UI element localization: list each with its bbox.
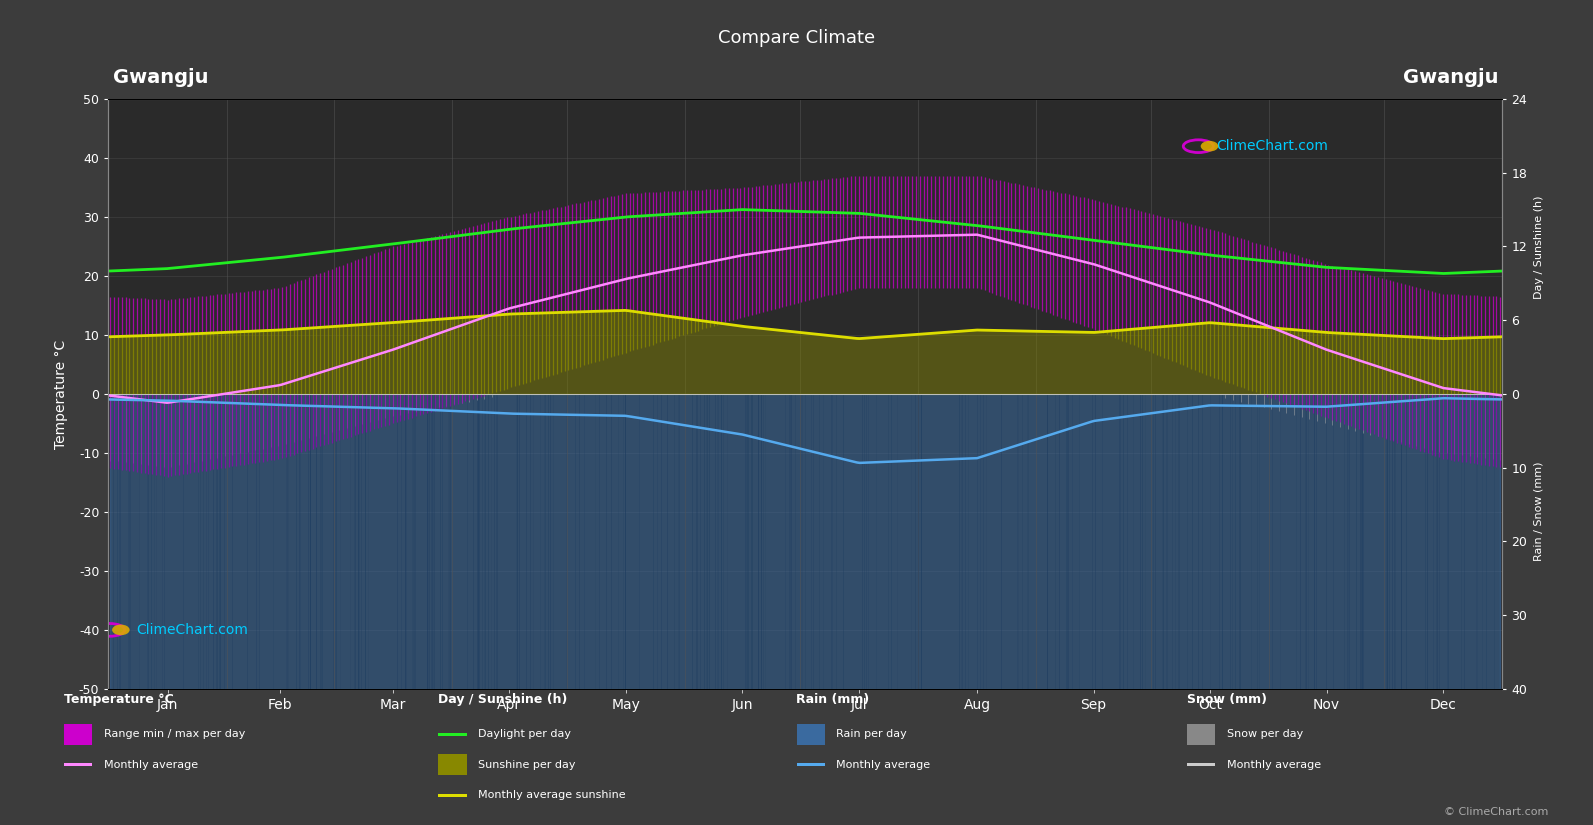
Bar bbox=[438, 754, 467, 776]
Text: Monthly average sunshine: Monthly average sunshine bbox=[478, 790, 626, 800]
Text: ClimeChart.com: ClimeChart.com bbox=[137, 623, 249, 637]
Text: Rain / Snow (mm): Rain / Snow (mm) bbox=[1534, 462, 1544, 561]
Text: Monthly average: Monthly average bbox=[104, 760, 198, 770]
Bar bbox=[1187, 724, 1215, 744]
Text: Monthly average: Monthly average bbox=[836, 760, 930, 770]
Text: Daylight per day: Daylight per day bbox=[478, 729, 570, 739]
Text: Range min / max per day: Range min / max per day bbox=[104, 729, 245, 739]
Bar bbox=[796, 763, 825, 766]
Text: Compare Climate: Compare Climate bbox=[718, 29, 875, 47]
Text: Snow per day: Snow per day bbox=[1227, 729, 1303, 739]
Text: Gwangju: Gwangju bbox=[113, 68, 209, 87]
Bar bbox=[438, 733, 467, 736]
Ellipse shape bbox=[1201, 141, 1219, 152]
Text: Rain per day: Rain per day bbox=[836, 729, 906, 739]
Text: © ClimeChart.com: © ClimeChart.com bbox=[1443, 807, 1548, 817]
Bar bbox=[1187, 763, 1215, 766]
Text: Day / Sunshine (h): Day / Sunshine (h) bbox=[438, 693, 567, 706]
Text: Gwangju: Gwangju bbox=[1402, 68, 1497, 87]
Text: Temperature °C: Temperature °C bbox=[64, 693, 174, 706]
Y-axis label: Temperature °C: Temperature °C bbox=[54, 339, 67, 449]
Text: ClimeChart.com: ClimeChart.com bbox=[1217, 139, 1329, 153]
Bar bbox=[438, 794, 467, 797]
Text: Rain (mm): Rain (mm) bbox=[796, 693, 870, 706]
Bar bbox=[796, 724, 825, 744]
Text: Sunshine per day: Sunshine per day bbox=[478, 760, 575, 770]
Text: Snow (mm): Snow (mm) bbox=[1187, 693, 1266, 706]
Bar bbox=[64, 763, 92, 766]
Text: Day / Sunshine (h): Day / Sunshine (h) bbox=[1534, 196, 1544, 299]
Bar bbox=[64, 724, 92, 744]
Text: Monthly average: Monthly average bbox=[1227, 760, 1321, 770]
Ellipse shape bbox=[112, 625, 129, 635]
